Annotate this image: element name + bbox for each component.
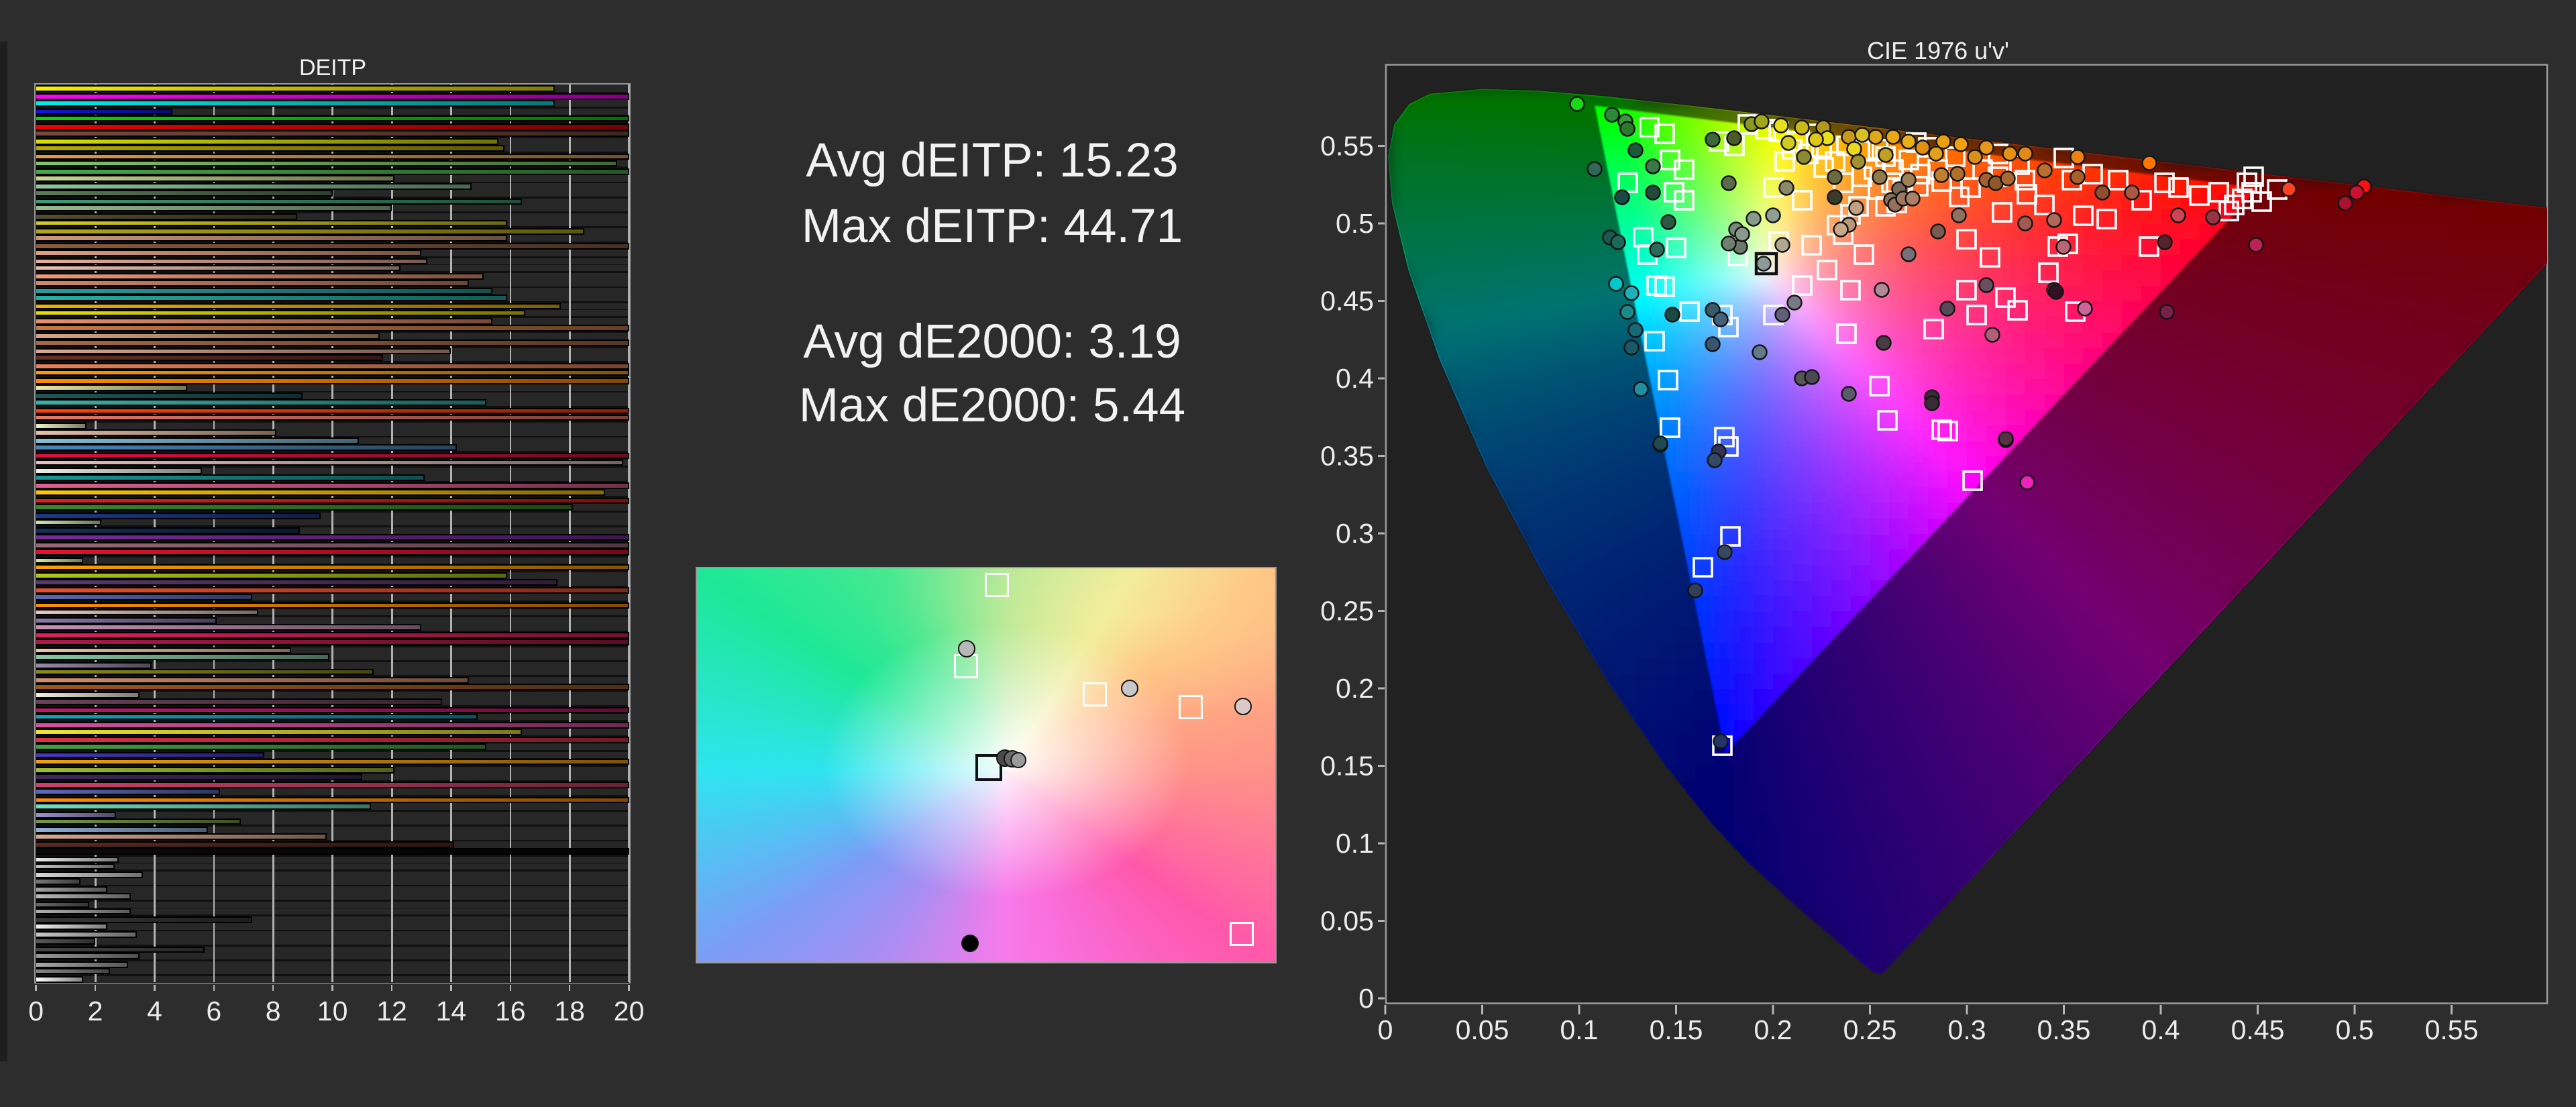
svg-text:0.25: 0.25	[1843, 1014, 1897, 1045]
svg-text:0.45: 0.45	[2231, 1014, 2285, 1045]
svg-text:0.1: 0.1	[1560, 1014, 1599, 1045]
svg-text:0.3: 0.3	[1948, 1014, 1986, 1045]
svg-text:0.5: 0.5	[1336, 208, 1374, 239]
svg-text:0.2: 0.2	[1336, 673, 1374, 704]
svg-text:0.2: 0.2	[1754, 1014, 1792, 1045]
svg-text:0.05: 0.05	[1320, 906, 1374, 937]
svg-text:CIE 1976 u'v': CIE 1976 u'v'	[1867, 37, 2009, 64]
svg-text:0.25: 0.25	[1320, 596, 1374, 627]
svg-text:0: 0	[1378, 1014, 1393, 1045]
svg-text:0.4: 0.4	[2142, 1014, 2180, 1045]
svg-text:0.05: 0.05	[1456, 1014, 1509, 1045]
svg-text:0.55: 0.55	[2425, 1014, 2479, 1045]
svg-text:0.5: 0.5	[2336, 1014, 2374, 1045]
svg-text:0.45: 0.45	[1320, 286, 1374, 317]
svg-text:0.4: 0.4	[1336, 363, 1374, 394]
svg-text:0: 0	[1358, 983, 1374, 1014]
svg-text:0.15: 0.15	[1650, 1014, 1703, 1045]
svg-text:0.3: 0.3	[1336, 518, 1374, 549]
svg-text:0.15: 0.15	[1320, 751, 1374, 782]
svg-text:0.55: 0.55	[1320, 131, 1374, 162]
svg-text:0.35: 0.35	[1320, 441, 1374, 472]
svg-text:0.1: 0.1	[1336, 828, 1374, 859]
svg-text:0.35: 0.35	[2037, 1014, 2091, 1045]
